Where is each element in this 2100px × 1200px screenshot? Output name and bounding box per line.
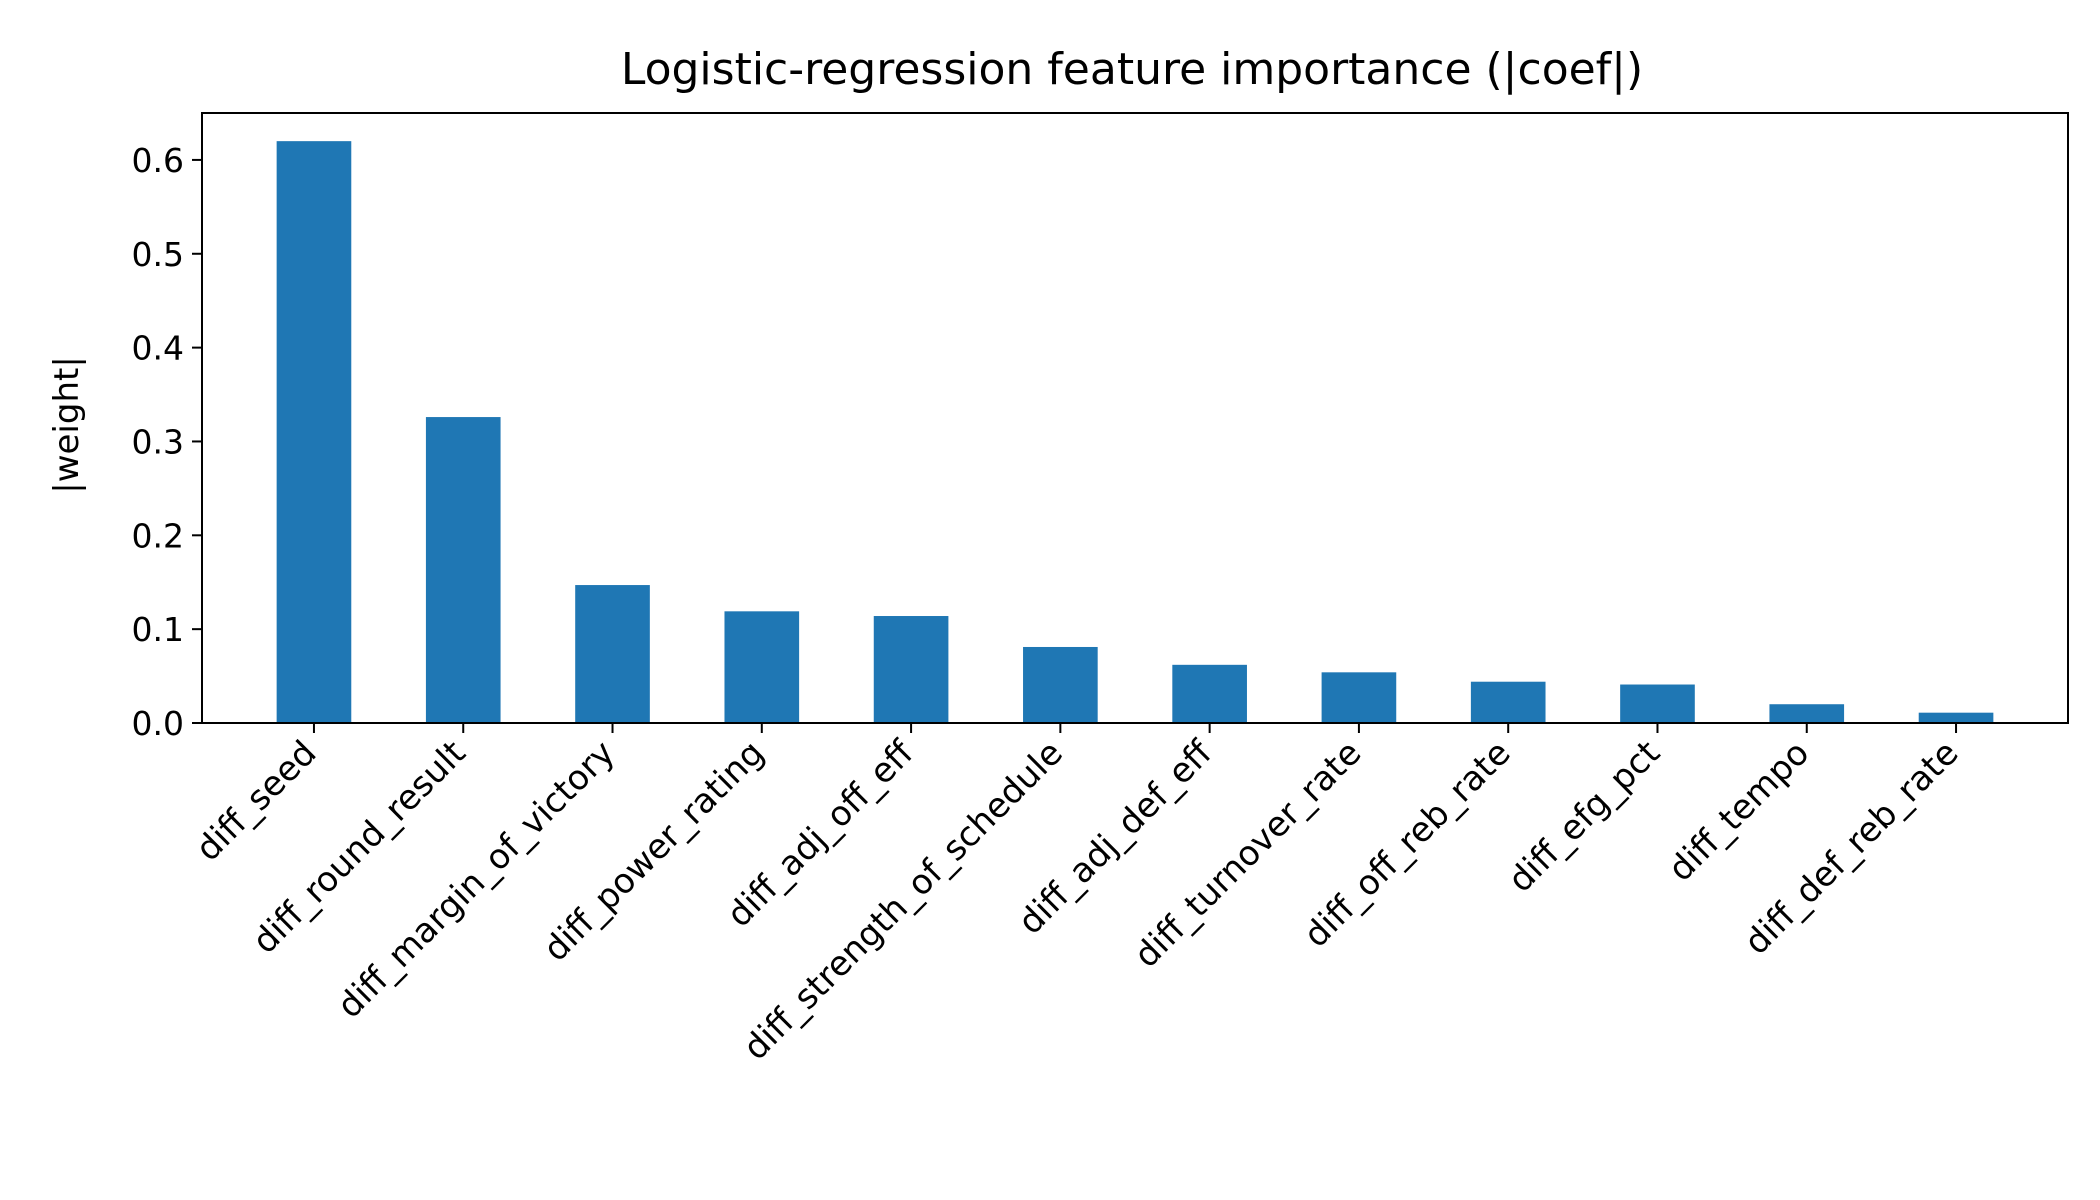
x-tick-label: diff_seed [188, 733, 324, 869]
y-tick-label: 0.0 [132, 704, 184, 743]
bar-diff_efg_pct [1620, 684, 1695, 723]
y-tick-label: 0.4 [132, 329, 184, 368]
bar-diff_def_reb_rate [1918, 712, 1994, 723]
plot-frame [201, 112, 2069, 724]
bar-diff_power_rating [724, 611, 800, 723]
y-tick-labels: 0.0 0.1 0.2 0.3 0.4 0.5 0.6 [132, 141, 184, 743]
x-tick-labels: diff_seeddiff_round_resultdiff_margin_of… [188, 732, 1966, 1068]
bar-diff_adj_def_eff [1172, 664, 1247, 723]
bar-diff_round_result [425, 417, 501, 723]
x-tick-label: diff_efg_pct [1501, 733, 1668, 900]
bar-diff_turnover_rate [1321, 672, 1397, 723]
y-tick-label: 0.6 [132, 141, 184, 180]
bar-diff_off_reb_rate [1470, 681, 1546, 723]
bar-diff_tempo [1769, 704, 1845, 723]
y-tick-label: 0.5 [132, 235, 184, 274]
bar-diff_adj_off_eff [873, 616, 949, 723]
axis-ticks [192, 158, 1958, 733]
bar-diff_seed [276, 141, 352, 723]
x-tick-label: diff_strength_of_schedule [736, 733, 1071, 1068]
x-tick-label: diff_margin_of_victory [330, 733, 623, 1026]
bar-diff_margin_of_victory [575, 585, 650, 723]
y-tick-label: 0.1 [132, 610, 184, 649]
y-tick-label: 0.2 [132, 516, 184, 555]
bars [276, 141, 1994, 723]
x-tick-label: diff_tempo [1661, 733, 1817, 889]
y-tick-label: 0.3 [132, 422, 184, 461]
y-axis-label: |weight| [47, 356, 87, 494]
bar-diff_strength_of_schedule [1023, 646, 1098, 723]
chart-title: Logistic-regression feature importance (… [621, 44, 1643, 95]
